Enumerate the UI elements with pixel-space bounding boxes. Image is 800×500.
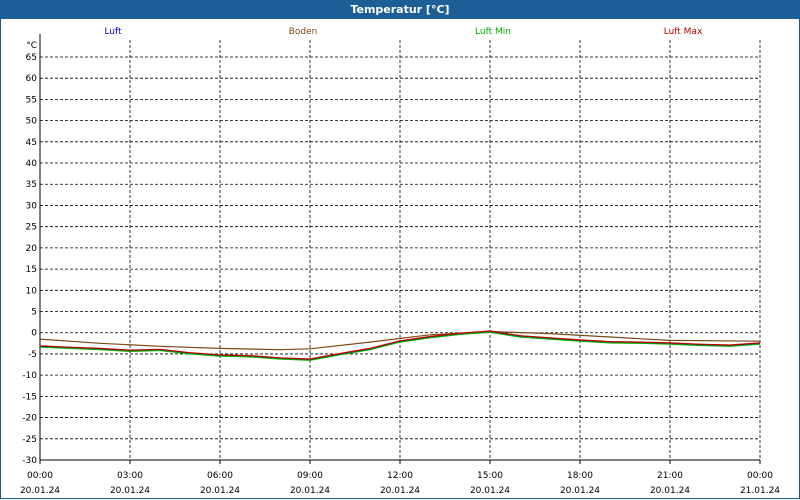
x-tick-date: 21.01.24 [740, 486, 780, 496]
x-tick-time: 12:00 [387, 471, 413, 481]
chart-title: Temperatur [°C] [0, 0, 800, 19]
x-tick-date: 20.01.24 [560, 486, 600, 496]
y-tick-label: 60 [26, 74, 38, 84]
x-tick-date: 20.01.24 [110, 486, 150, 496]
y-axis-label: °C [26, 41, 37, 51]
x-tick-time: 00:00 [27, 471, 53, 481]
y-tick-label: 20 [26, 244, 38, 254]
x-tick-time: 00:00 [747, 471, 773, 481]
y-tick-label: -20 [22, 414, 37, 424]
series-line-2 [39, 330, 761, 351]
grid-layer [40, 40, 761, 460]
y-tick-label: -5 [28, 350, 37, 360]
series-line-3 [39, 331, 761, 361]
y-tick-label: -10 [22, 371, 37, 381]
x-tick-date: 20.01.24 [200, 486, 240, 496]
x-tick-time: 18:00 [567, 471, 593, 481]
legend-item-3: Luft Min [475, 27, 511, 37]
x-tick-date: 20.01.24 [380, 486, 420, 496]
y-tick-label: 40 [26, 159, 38, 169]
legend-item-2: Boden [289, 27, 318, 37]
series-layer [39, 330, 761, 361]
x-tick-date: 20.01.24 [20, 486, 60, 496]
x-tick-date: 20.01.24 [470, 486, 510, 496]
y-tick-label: 30 [26, 201, 38, 211]
y-tick-label: -30 [22, 456, 37, 466]
series-line-4 [39, 330, 761, 360]
y-tick-label: 15 [26, 265, 37, 275]
x-tick-date: 20.01.24 [290, 486, 330, 496]
y-tick-label: 10 [26, 286, 38, 296]
y-tick-label: 50 [26, 117, 38, 127]
y-tick-label: 0 [31, 329, 37, 339]
y-tick-label: 35 [26, 180, 37, 190]
y-tick-label: 5 [31, 308, 37, 318]
x-tick-time: 15:00 [477, 471, 503, 481]
y-tick-label: -15 [22, 392, 37, 402]
axis-layer [39, 34, 761, 464]
legend-item-4: Luft Max [664, 27, 703, 37]
y-tick-label: -25 [22, 435, 37, 445]
label-layer: 65605550454035302520151050-5-10-15-20-25… [20, 41, 780, 496]
x-tick-time: 09:00 [297, 471, 323, 481]
y-tick-label: 45 [26, 138, 37, 148]
y-tick-label: 25 [26, 223, 37, 233]
x-tick-time: 21:00 [657, 471, 683, 481]
legend-layer: Luft Boden Luft Min Luft Max [104, 27, 703, 37]
legend-item-1: Luft [104, 27, 122, 37]
x-tick-time: 03:00 [117, 471, 143, 481]
y-tick-label: 65 [26, 53, 37, 63]
x-tick-time: 06:00 [207, 471, 233, 481]
x-tick-date: 20.01.24 [650, 486, 690, 496]
y-tick-label: 55 [26, 95, 37, 105]
